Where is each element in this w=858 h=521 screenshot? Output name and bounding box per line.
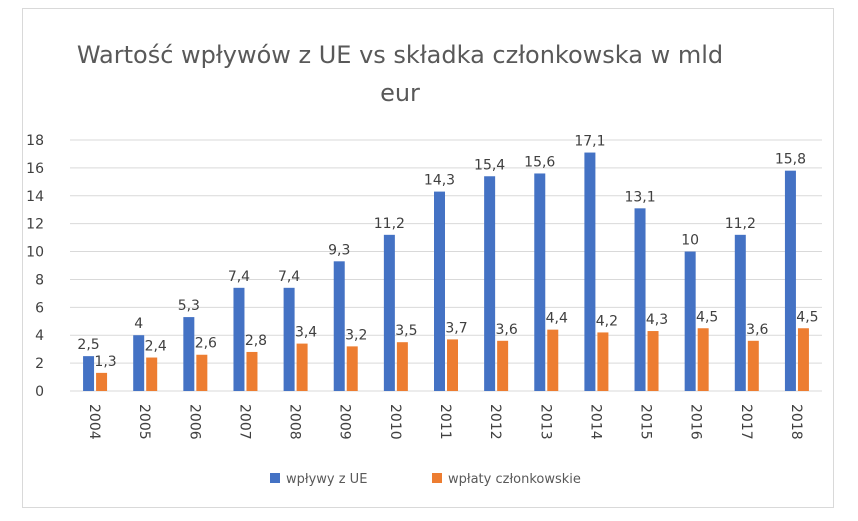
bar-wplywy-2013 xyxy=(534,173,546,391)
data-label-wplywy-2018: 15,8 xyxy=(775,152,806,168)
x-tick-label: 2005 xyxy=(136,404,152,440)
data-label-wplywy-2015: 13,1 xyxy=(624,189,655,205)
y-tick-label: 0 xyxy=(35,384,44,400)
bar-wplywy-2011 xyxy=(434,191,445,391)
chart-title: Wartość wpływów z UE vs składka członkow… xyxy=(76,41,724,107)
y-tick-label: 8 xyxy=(35,272,44,288)
data-label-wplaty-2013: 4,4 xyxy=(546,311,568,327)
x-tick-label: 2012 xyxy=(487,404,503,440)
bar-wplywy-2017 xyxy=(734,234,746,391)
x-tick-label: 2006 xyxy=(186,404,202,440)
bar-wplywy-2014 xyxy=(584,152,596,391)
x-tick-label: 2008 xyxy=(287,404,303,440)
data-label-wplaty-2017: 3,6 xyxy=(746,322,768,338)
data-label-wplywy-2007: 7,4 xyxy=(228,269,250,285)
data-label-wplaty-2010: 3,5 xyxy=(395,323,417,339)
bar-wplaty-2017 xyxy=(747,340,759,391)
bar-wplaty-2011 xyxy=(447,339,458,391)
bar-wplywy-2010 xyxy=(383,234,395,391)
bar-wplaty-2009 xyxy=(346,346,358,391)
bar-wplaty-2013 xyxy=(547,329,559,391)
data-label-wplaty-2012: 3,6 xyxy=(496,322,518,338)
data-label-wplaty-2007: 2,8 xyxy=(245,333,267,349)
bar-wplywy-2016 xyxy=(684,251,696,391)
bar-wplywy-2007 xyxy=(233,287,245,391)
data-label-wplywy-2011: 14,3 xyxy=(424,173,455,189)
y-tick-label: 6 xyxy=(35,300,44,316)
data-label-wplaty-2018: 4,5 xyxy=(796,309,818,325)
x-tick-label: 2009 xyxy=(337,404,353,440)
data-label-wplywy-2014: 17,1 xyxy=(574,134,605,150)
bar-wplaty-2014 xyxy=(597,332,609,391)
legend-label-wplywy: wpływy z UE xyxy=(286,472,367,487)
bar-wplaty-2010 xyxy=(396,342,408,391)
x-tick-label: 2004 xyxy=(86,404,102,440)
data-label-wplaty-2005: 2,4 xyxy=(145,339,167,355)
bar-wplaty-2006 xyxy=(196,354,208,391)
x-tick-label: 2016 xyxy=(688,404,704,440)
x-tick-label: 2010 xyxy=(387,404,403,440)
bar-wplywy-2015 xyxy=(634,208,646,391)
data-label-wplywy-2016: 10 xyxy=(681,233,699,249)
x-tick-label: 2014 xyxy=(587,404,603,440)
data-label-wplaty-2004: 1,3 xyxy=(94,354,116,370)
x-tick-label: 2017 xyxy=(738,404,754,440)
y-tick-label: 14 xyxy=(26,189,44,205)
data-label-wplywy-2005: 4 xyxy=(134,316,143,332)
x-tick-label: 2015 xyxy=(638,404,654,440)
data-label-wplywy-2006: 5,3 xyxy=(178,298,200,314)
data-label-wplaty-2006: 2,6 xyxy=(195,336,217,352)
data-label-wplywy-2017: 11,2 xyxy=(725,216,756,232)
y-tick-label: 16 xyxy=(26,161,44,177)
data-label-wplaty-2014: 4,2 xyxy=(596,313,618,329)
bar-wplywy-2004 xyxy=(83,356,95,391)
legend-label-wplaty: wpłaty członkowskie xyxy=(448,472,581,487)
bar-wplywy-2018 xyxy=(784,170,796,391)
bar-wplaty-2008 xyxy=(296,343,308,391)
bar-wplywy-2012 xyxy=(484,176,496,391)
data-label-wplaty-2008: 3,4 xyxy=(295,325,317,341)
y-axis-ticks: 0 2 4 6 8 10 12 14 16 18 xyxy=(26,133,44,400)
data-label-wplaty-2015: 4,3 xyxy=(646,312,668,328)
y-tick-label: 4 xyxy=(35,328,44,344)
data-label-wplywy-2013: 15,6 xyxy=(524,154,555,170)
legend-swatch-wplaty xyxy=(432,473,442,483)
data-labels: 2,51,3 42,4 5,3 2,6 7,4 2,8 7,4 3,4 9,3 3,2 11,2 3,… xyxy=(77,134,818,370)
x-tick-label: 2007 xyxy=(236,404,252,440)
data-label-wplywy-2008: 7,4 xyxy=(278,269,300,285)
bars xyxy=(83,152,809,391)
legend: wpływy z UE wpłaty członkowskie xyxy=(270,472,581,487)
chart-frame xyxy=(22,8,834,508)
bar-wplaty-2016 xyxy=(697,328,709,391)
data-label-wplywy-2004: 2,5 xyxy=(77,337,99,353)
data-label-wplywy-2012: 15,4 xyxy=(474,157,505,173)
bar-wplywy-2006 xyxy=(183,317,195,391)
x-tick-label: 2011 xyxy=(437,404,453,440)
x-tick-label: 2013 xyxy=(537,404,553,440)
data-label-wplaty-2009: 3,2 xyxy=(345,327,367,343)
bar-wplywy-2005 xyxy=(133,335,145,391)
bar-wplaty-2004 xyxy=(96,372,108,391)
x-axis-ticks: 2004 2005 2006 2007 2008 2009 2010 2011 2012 2013… xyxy=(86,404,804,440)
bar-wplaty-2015 xyxy=(647,331,659,391)
bar-wplaty-2018 xyxy=(797,328,809,391)
bar-wplywy-2008 xyxy=(283,287,295,391)
data-label-wplywy-2009: 9,3 xyxy=(328,242,350,258)
bar-wplaty-2012 xyxy=(497,340,509,391)
data-label-wplaty-2011: 3,7 xyxy=(445,320,467,336)
gridlines xyxy=(70,139,822,392)
x-tick-label: 2018 xyxy=(788,404,804,440)
bar-wplaty-2005 xyxy=(146,357,158,391)
y-tick-label: 18 xyxy=(26,133,44,149)
y-tick-label: 12 xyxy=(26,217,44,233)
bar-wplaty-2007 xyxy=(246,351,258,391)
bar-wplywy-2009 xyxy=(333,261,345,391)
y-tick-label: 10 xyxy=(26,245,44,261)
legend-swatch-wplywy xyxy=(270,473,280,483)
data-label-wplywy-2010: 11,2 xyxy=(374,216,405,232)
y-tick-label: 2 xyxy=(35,356,44,372)
data-label-wplaty-2016: 4,5 xyxy=(696,309,718,325)
